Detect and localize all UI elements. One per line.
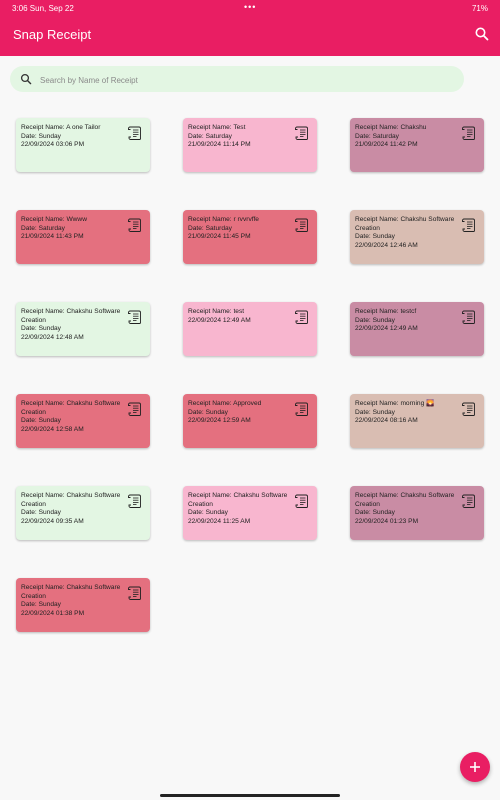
receipt-line: 22/09/2024 12:49 AM	[355, 325, 418, 333]
receipt-line: Receipt Name: morning 🌄	[355, 400, 435, 407]
receipt-line: Receipt Name: Chakshu Software Creation	[355, 492, 455, 508]
receipt-line: 22/09/2024 12:49 AM	[188, 316, 251, 324]
receipt-icon	[293, 124, 311, 142]
receipt-line: Date: Sunday	[21, 601, 61, 609]
receipt-icon	[293, 308, 311, 326]
receipt-line: Receipt Name: Chakshu Software Creation	[355, 216, 455, 232]
gesture-handle	[160, 794, 340, 797]
receipt-line: Receipt Name: Wwww	[21, 216, 87, 223]
receipt-card[interactable]: Receipt Name: Chakshu Software Creation D…	[350, 210, 484, 264]
receipt-card[interactable]: Receipt Name: test 22/09/2024 12:49 AM	[183, 302, 317, 356]
receipt-line: Date: Sunday	[355, 408, 395, 416]
receipt-line: Date: Sunday	[355, 316, 395, 324]
receipt-line: Date: Sunday	[188, 408, 228, 416]
status-time-date: 3:06 Sun, Sep 22	[12, 4, 74, 13]
receipt-icon	[460, 400, 478, 418]
receipt-line: 22/09/2024 12:58 AM	[21, 425, 84, 433]
receipt-line: 22/09/2024 01:38 PM	[21, 609, 85, 617]
receipt-line: Date: Saturday	[188, 224, 232, 232]
receipt-line: Receipt Name: Chakshu Software Creation	[188, 492, 288, 508]
receipt-line: 22/09/2024 12:46 AM	[355, 241, 418, 249]
status-bar: 3:06 Sun, Sep 22 ••• 71%	[0, 0, 500, 16]
receipt-line: Receipt Name: Approved	[188, 400, 262, 407]
receipt-line: Date: Saturday	[21, 224, 65, 232]
receipt-line: Receipt Name: Chakshu Software Creation	[21, 308, 121, 324]
receipt-card[interactable]: Receipt Name: Chakshu Software Creation D…	[183, 486, 317, 540]
receipt-line: Receipt Name: r rvvrvffe	[188, 216, 259, 223]
receipt-icon	[126, 492, 144, 510]
receipt-icon	[460, 492, 478, 510]
receipt-card[interactable]: Receipt Name: Chakshu Software Creation D…	[350, 486, 484, 540]
receipt-icon	[293, 216, 311, 234]
receipt-icon	[126, 400, 144, 418]
receipt-line: 22/09/2024 09:35 AM	[21, 517, 84, 525]
receipt-card[interactable]: Receipt Name: Wwww Date: Saturday 21/09/20…	[16, 210, 150, 264]
receipt-line: Receipt Name: Chakshu Software Creation	[21, 400, 121, 416]
receipt-line: Date: Sunday	[21, 509, 61, 517]
receipt-line: 21/09/2024 11:14 PM	[188, 141, 251, 149]
receipt-line: Date: Sunday	[355, 509, 395, 517]
receipt-line: Date: Saturday	[355, 132, 399, 140]
top-app-bar: 3:06 Sun, Sep 22 ••• 71% Snap Receipt	[0, 0, 500, 56]
receipt-line: Date: Sunday	[21, 417, 61, 425]
receipt-line: Receipt Name: Chakshu Software Creation	[21, 584, 121, 600]
receipt-icon	[126, 124, 144, 142]
receipt-icon	[460, 216, 478, 234]
receipt-card[interactable]: Receipt Name: Chakshu Software Creation D…	[16, 394, 150, 448]
receipt-line: 21/09/2024 11:43 PM	[21, 233, 84, 241]
receipt-line: 22/09/2024 12:48 AM	[21, 333, 84, 341]
receipt-icon	[293, 400, 311, 418]
receipt-icon	[126, 216, 144, 234]
battery-percent: 71%	[471, 4, 488, 13]
receipt-line: 22/09/2024 03:06 PM	[21, 141, 85, 149]
receipt-line: Date: Sunday	[355, 233, 395, 241]
search-bar[interactable]	[10, 66, 464, 92]
search-icon[interactable]	[474, 26, 490, 42]
receipt-icon	[460, 124, 478, 142]
receipt-card[interactable]: Receipt Name: Chakshu Software Creation D…	[16, 486, 150, 540]
plus-icon	[470, 762, 480, 772]
receipt-icon	[126, 584, 144, 602]
receipt-icon	[293, 492, 311, 510]
receipt-card[interactable]: Receipt Name: testcf Date: Sunday 22/09/20…	[350, 302, 484, 356]
receipt-line: Date: Saturday	[188, 132, 232, 140]
receipt-card[interactable]: Receipt Name: Chakshu Date: Saturday 21/09…	[350, 118, 484, 172]
add-receipt-button[interactable]	[460, 752, 490, 782]
receipt-card[interactable]: Receipt Name: Chakshu Software Creation D…	[16, 578, 150, 632]
receipt-line: Date: Sunday	[21, 325, 61, 333]
app-title: Snap Receipt	[13, 27, 92, 42]
receipt-line: Receipt Name: A one Tailor	[21, 124, 101, 131]
receipt-line: 21/09/2024 11:42 PM	[355, 141, 418, 149]
receipt-line: 22/09/2024 01:23 PM	[355, 517, 419, 525]
receipt-line: Date: Sunday	[21, 132, 61, 140]
receipt-card[interactable]: Receipt Name: Test Date: Saturday 21/09/20…	[183, 118, 317, 172]
receipt-card[interactable]: Receipt Name: Chakshu Software Creation D…	[16, 302, 150, 356]
receipt-line: 21/09/2024 11:45 PM	[188, 233, 251, 241]
receipt-line: Receipt Name: test	[188, 308, 245, 315]
receipt-line: Receipt Name: Chakshu	[355, 124, 427, 131]
receipt-line: 22/09/2024 11:25 AM	[188, 517, 251, 525]
status-dots: •••	[244, 2, 257, 12]
receipt-line: Receipt Name: Test	[188, 124, 246, 131]
search-input[interactable]	[38, 71, 452, 89]
receipt-card[interactable]: Receipt Name: morning 🌄 Date: Sunday 22/09…	[350, 394, 484, 448]
receipt-icon	[460, 308, 478, 326]
receipt-line: Receipt Name: testcf	[355, 308, 417, 315]
search-icon	[20, 73, 32, 85]
receipt-line: Date: Sunday	[188, 509, 228, 517]
receipt-card[interactable]: Receipt Name: A one Tailor Date: Sunday 22…	[16, 118, 150, 172]
receipt-line: Receipt Name: Chakshu Software Creation	[21, 492, 121, 508]
receipt-line: 22/09/2024 12:59 AM	[188, 417, 251, 425]
receipt-card[interactable]: Receipt Name: Approved Date: Sunday 22/09/…	[183, 394, 317, 448]
receipt-icon	[126, 308, 144, 326]
receipt-card[interactable]: Receipt Name: r rvvrvffe Date: Saturday 21…	[183, 210, 317, 264]
receipt-line: 22/09/2024 08:16 AM	[355, 417, 418, 425]
